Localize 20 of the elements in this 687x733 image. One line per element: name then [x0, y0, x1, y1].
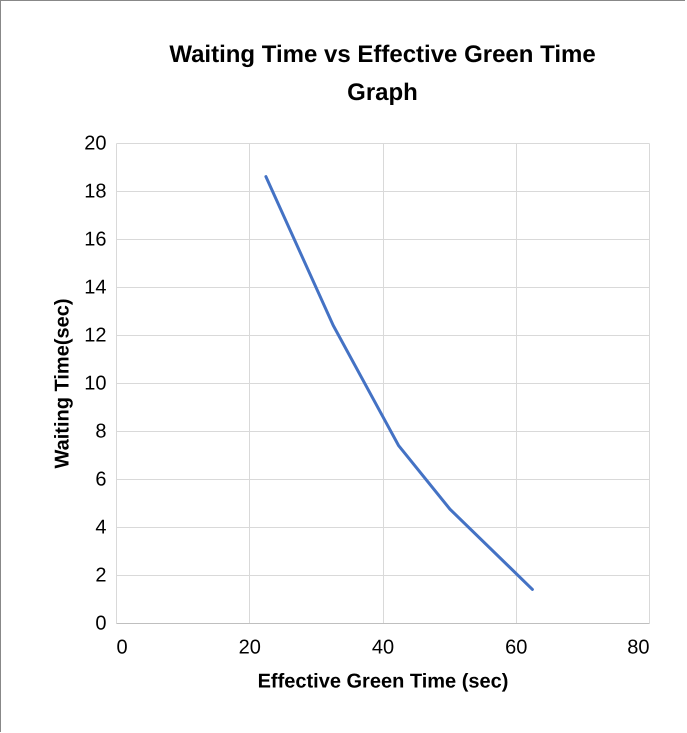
- x-tick-label: 80: [627, 636, 650, 658]
- y-tick-label: 20: [84, 132, 106, 154]
- x-axis-title: Effective Green Time (sec): [258, 670, 508, 692]
- y-tick-label: 10: [84, 372, 106, 394]
- y-tick-label: 12: [84, 324, 106, 346]
- x-tick-label: 20: [238, 636, 261, 658]
- x-tick-label: 60: [505, 636, 528, 658]
- y-tick-label: 16: [84, 228, 106, 250]
- x-tick-label: 40: [372, 636, 394, 658]
- chart-title: Waiting Time vs Effective Green Time Graph: [169, 41, 596, 106]
- y-tick-label: 18: [84, 180, 106, 202]
- y-tick-label: 14: [84, 276, 106, 298]
- x-tick-label: 0: [116, 636, 128, 658]
- y-tick-label: 8: [95, 420, 106, 442]
- y-tick-label: 6: [95, 468, 106, 490]
- line-series: [264, 175, 534, 591]
- y-axis-title: Waiting Time(sec): [51, 298, 74, 469]
- y-tick-label: 2: [95, 564, 106, 586]
- y-tick-label: 0: [95, 612, 106, 634]
- y-tick-label: 4: [95, 516, 106, 538]
